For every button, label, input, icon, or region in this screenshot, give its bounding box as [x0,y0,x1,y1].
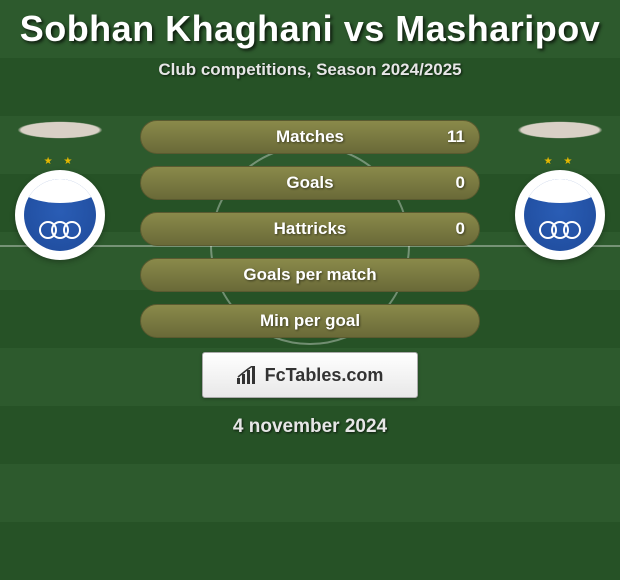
subtitle: Club competitions, Season 2024/2025 [0,60,620,80]
stat-pill-matches: Matches 11 [140,120,480,154]
stat-value: 0 [456,173,465,193]
stat-value: 11 [447,127,465,147]
stat-row: Matches 11 [0,120,620,154]
brand-logo: FcTables.com [202,352,418,398]
bar-chart-icon [237,366,259,384]
stat-label: Hattricks [274,219,347,239]
stat-pill-hattricks: Hattricks 0 [140,212,480,246]
page-title: Sobhan Khaghani vs Masharipov [0,0,620,50]
stat-label: Goals [286,173,333,193]
stat-pill-goals-per-match: Goals per match [140,258,480,292]
stat-row: Goals per match [0,258,620,292]
brand-text: FcTables.com [265,365,384,386]
stat-pill-min-per-goal: Min per goal [140,304,480,338]
stat-label: Goals per match [243,265,376,285]
stat-row: Min per goal [0,304,620,338]
stat-label: Matches [276,127,344,147]
date-text: 4 november 2024 [0,416,620,438]
stat-row: Goals 0 [0,166,620,200]
stat-label: Min per goal [260,311,360,331]
stat-value: 0 [456,219,465,239]
stat-pill-goals: Goals 0 [140,166,480,200]
infographic-container: Sobhan Khaghani vs Masharipov Club compe… [0,0,620,580]
stat-row: Hattricks 0 [0,212,620,246]
stats-list: Matches 11 Goals 0 Hattricks 0 Goals per… [0,120,620,338]
